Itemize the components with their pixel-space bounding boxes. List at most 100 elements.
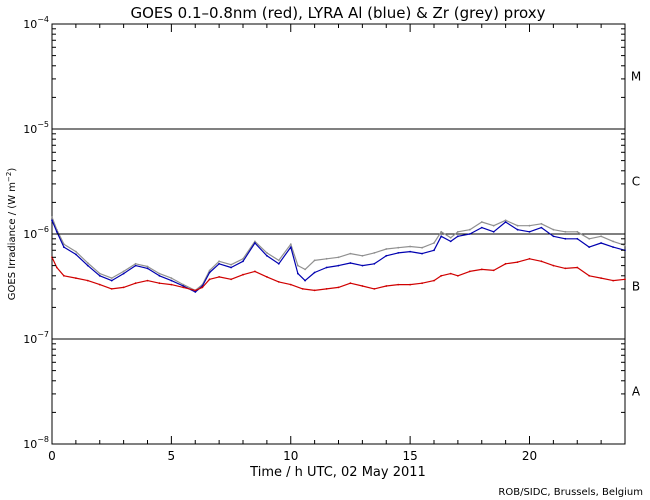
data-point: [98, 283, 101, 286]
flare-class-label: M: [631, 70, 641, 84]
data-point: [86, 264, 89, 267]
data-point: [421, 252, 423, 255]
flare-class-lines: [52, 128, 625, 340]
data-point: [110, 277, 113, 279]
data-point: [385, 285, 388, 287]
data-point: [304, 279, 306, 282]
data-point: [122, 272, 125, 275]
data-point: [277, 262, 280, 265]
x-axis-ticks: 0 5 10 15 20: [48, 24, 626, 463]
data-point: [480, 221, 483, 223]
data-point: [289, 283, 292, 286]
data-point: [242, 273, 244, 276]
data-point: [600, 277, 602, 279]
data-series: [51, 216, 626, 293]
data-point: [564, 237, 567, 240]
y-tick-label: 10−8: [23, 435, 49, 451]
data-point: [552, 228, 555, 231]
data-point: [540, 226, 543, 229]
data-point: [110, 288, 113, 290]
data-point: [349, 262, 352, 264]
data-point: [254, 270, 256, 273]
data-point: [254, 240, 256, 243]
data-point: [182, 283, 185, 286]
y-axis-ticks: 10−8 10−7 10−6 10−5 10−4: [23, 15, 625, 451]
data-point: [208, 269, 211, 272]
data-point: [194, 291, 197, 293]
data-point: [337, 256, 340, 259]
data-point: [540, 222, 543, 225]
x-tick-label: 15: [402, 449, 417, 463]
series-line-goes: [51, 257, 626, 291]
data-point: [158, 272, 161, 275]
data-point: [63, 243, 65, 246]
data-point: [349, 282, 352, 285]
data-point: [337, 286, 340, 289]
data-point: [480, 226, 483, 229]
data-point: [600, 235, 602, 238]
data-point: [134, 262, 137, 265]
data-point: [301, 288, 304, 290]
data-point: [297, 264, 299, 267]
y-axis-label: GOES Irradiance / (W m−2): [5, 168, 18, 301]
data-point: [468, 228, 471, 231]
y-tick-label: 10−4: [23, 15, 49, 31]
data-point: [492, 269, 495, 272]
data-point: [325, 288, 328, 290]
data-point: [440, 230, 443, 233]
data-point: [110, 279, 113, 282]
data-point: [158, 282, 161, 285]
data-point: [409, 283, 411, 286]
chart-title: GOES 0.1–0.8nm (red), LYRA Al (blue) & Z…: [130, 4, 545, 22]
data-point: [361, 254, 364, 257]
data-point: [361, 264, 364, 267]
data-point: [122, 270, 125, 273]
data-point: [266, 276, 268, 278]
data-point: [564, 230, 567, 233]
data-point: [385, 248, 388, 250]
y-axis-label-exponent: −2: [5, 172, 13, 182]
data-point: [504, 262, 507, 265]
data-point: [75, 250, 77, 253]
data-point: [313, 259, 316, 262]
data-point: [440, 274, 443, 277]
data-point: [277, 281, 280, 283]
data-point: [385, 254, 388, 257]
data-point: [588, 246, 591, 249]
data-point: [576, 230, 579, 233]
data-point: [170, 279, 173, 282]
data-point: [516, 228, 519, 231]
data-point: [55, 230, 58, 233]
flare-class-labels: A B C M: [631, 70, 641, 399]
data-point: [170, 283, 173, 286]
data-point: [201, 286, 204, 289]
data-point: [146, 267, 149, 270]
data-point: [449, 272, 452, 275]
x-tick-label: 5: [168, 449, 176, 463]
data-point: [208, 271, 211, 274]
data-point: [158, 274, 161, 277]
data-point: [98, 274, 101, 277]
data-point: [146, 265, 149, 268]
data-point: [289, 243, 292, 246]
data-point: [75, 253, 77, 256]
y-axis-label-close: ): [7, 168, 18, 172]
data-point: [504, 221, 507, 223]
data-point: [254, 242, 256, 244]
data-point: [421, 246, 423, 249]
data-point: [55, 266, 58, 269]
data-point: [289, 246, 292, 249]
data-point: [373, 252, 376, 254]
data-point: [182, 286, 185, 289]
data-point: [146, 279, 149, 282]
data-point: [361, 285, 364, 287]
data-point: [208, 278, 211, 281]
y-tick-label: 10−5: [23, 120, 49, 136]
data-point: [612, 246, 614, 249]
x-tick-label: 20: [522, 449, 537, 463]
data-point: [313, 271, 316, 274]
data-point: [51, 216, 53, 219]
flare-class-label: B: [632, 280, 640, 294]
credit-text: ROB/SIDC, Brussels, Belgium: [498, 487, 643, 498]
data-point: [457, 274, 459, 277]
